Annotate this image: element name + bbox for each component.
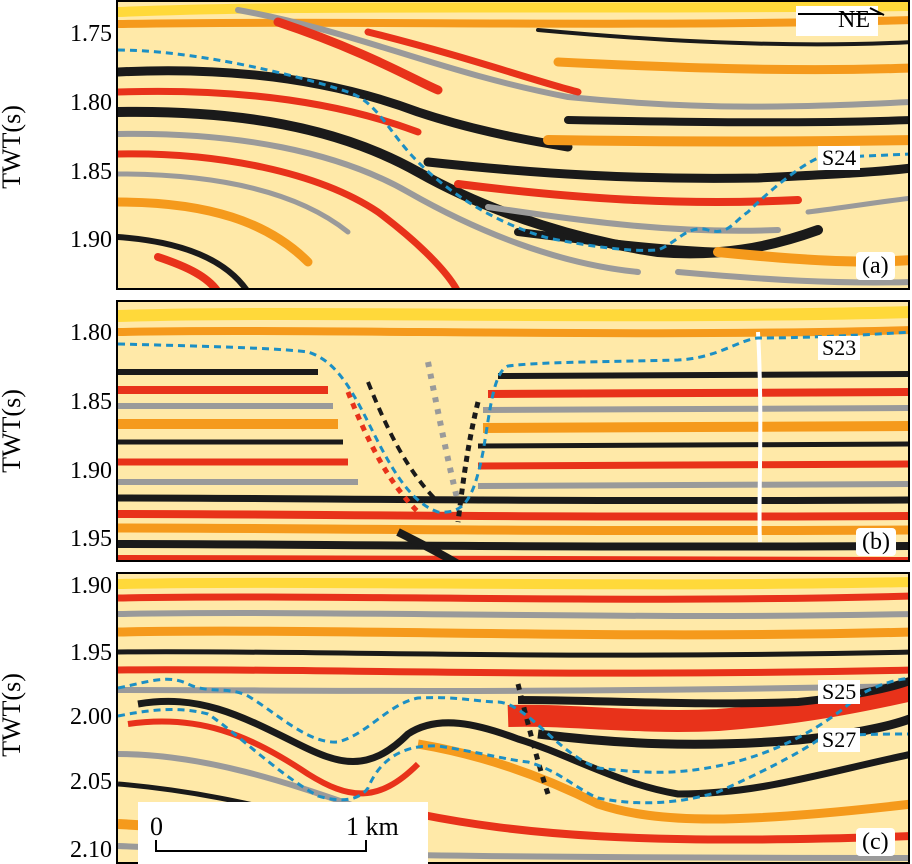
seismic-section-a: [118, 2, 908, 288]
horizon-S27-line: [118, 708, 908, 805]
seismic-panel-c: S25 S27 (c): [116, 572, 910, 864]
seismic-section-c: [118, 574, 908, 862]
scale-line: [156, 850, 366, 852]
seismic-panel-b: S23 (b): [116, 300, 910, 562]
y-tick-label: 1.90: [70, 227, 112, 253]
horizon-S24-line: [118, 48, 908, 252]
y-tick-label: 1.95: [70, 526, 112, 552]
y-tick-label: 1.90: [70, 573, 112, 599]
direction-indicator: NE: [796, 6, 885, 36]
horizon-label: S27: [818, 728, 861, 752]
y-axis-label-b: TWT(s): [0, 389, 26, 473]
y-tick-label: 1.85: [70, 389, 112, 415]
horizon-label: S23: [818, 336, 861, 360]
scale-tick-right: [365, 840, 367, 852]
scale-end-label: 1 km: [346, 812, 399, 841]
panel-label: (c): [856, 828, 895, 856]
direction-label: NE: [838, 7, 870, 33]
horizon-S25-line: [118, 676, 908, 774]
scale-tick-left: [155, 840, 157, 852]
y-axis-label-a: TWT(s): [0, 105, 26, 189]
y-tick-label: 2.00: [70, 704, 112, 730]
panel-label: (b): [856, 528, 896, 556]
y-tick-label: 1.85: [70, 159, 112, 185]
horizon-S23-line: [118, 330, 908, 514]
y-tick-label: 2.10: [70, 837, 112, 863]
y-tick-label: 1.90: [70, 458, 112, 484]
seismic-section-b: [118, 302, 908, 560]
scale-start-label: 0: [150, 812, 163, 841]
y-tick-label: 1.75: [70, 21, 112, 47]
y-tick-label: 1.80: [70, 320, 112, 346]
y-axis-label-c: TWT(s): [0, 673, 26, 757]
panel-label: (a): [856, 252, 895, 280]
y-tick-label: 1.95: [70, 640, 112, 666]
horizon-label: S24: [818, 146, 861, 170]
seismic-panel-a: S24 (a) NE: [116, 0, 910, 290]
y-tick-label: 1.80: [70, 90, 112, 116]
horizon-label: S25: [818, 680, 861, 704]
scale-bar: 0 1 km: [138, 802, 428, 864]
arrow-right-icon: [798, 7, 885, 16]
y-tick-label: 2.05: [70, 769, 112, 795]
